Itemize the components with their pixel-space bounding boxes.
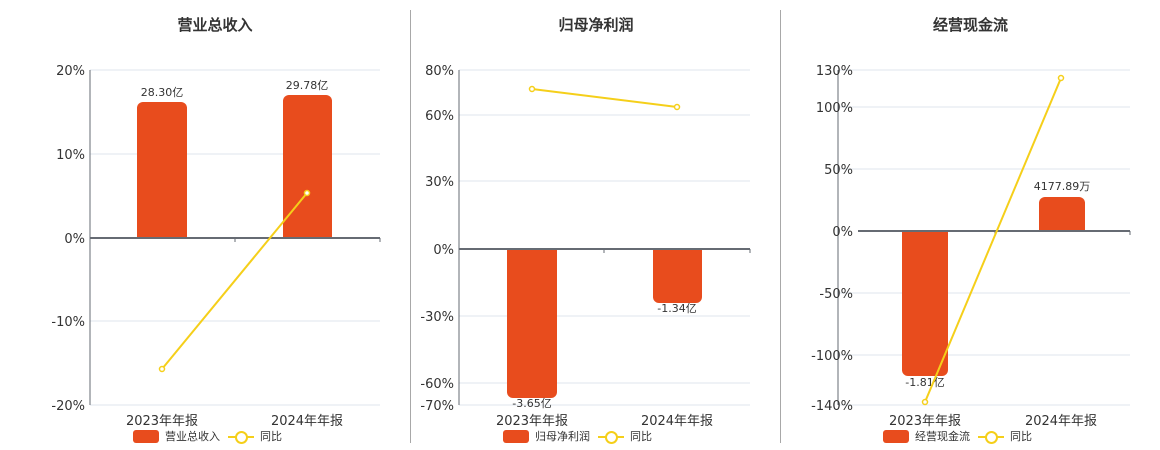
line-legend-icon [978, 430, 1004, 444]
bar-2023 [902, 231, 948, 376]
svg-text:2023年年报: 2023年年报 [496, 414, 568, 429]
legend-line-label: 同比 [260, 430, 282, 443]
bar-legend-swatch [503, 429, 529, 443]
svg-text:-10%: -10% [51, 315, 85, 330]
legend[interactable]: 营业总收入 同比 [133, 428, 282, 444]
svg-text:2023年年报: 2023年年报 [126, 414, 198, 429]
svg-text:2024年年报: 2024年年报 [1025, 414, 1097, 429]
legend-bar-label: 经营现金流 [915, 430, 970, 443]
bar-2024 [1039, 197, 1085, 231]
svg-text:-3.65亿: -3.65亿 [512, 397, 551, 410]
svg-text:-30%: -30% [420, 310, 454, 325]
panel-divider [780, 10, 781, 443]
chart-title: 归母净利润 [558, 16, 634, 34]
svg-text:-60%: -60% [420, 377, 454, 392]
bar-2023 [137, 102, 187, 238]
bar-2024 [283, 95, 332, 238]
svg-text:-20%: -20% [51, 399, 85, 414]
yoy-line [531, 88, 678, 108]
bar-2024 [653, 249, 702, 303]
panel-divider [410, 10, 411, 443]
bar-2023 [507, 249, 557, 398]
legend[interactable]: 经营现金流 同比 [883, 428, 1032, 444]
chart-title: 营业总收入 [177, 16, 253, 34]
svg-text:-70%: -70% [420, 399, 454, 414]
bar-legend-swatch [133, 429, 159, 443]
chart-panel-operating-cashflow: 经营现金流 130% 100% 50% 0% -50% -100% -140% … [781, 0, 1160, 450]
yoy-line [161, 192, 308, 370]
svg-text:2023年年报: 2023年年报 [889, 414, 961, 429]
chart-operating-cashflow: 130% 100% 50% 0% -50% -100% -140% -1.81亿… [811, 64, 1131, 429]
chart-panel-net-profit: 归母净利润 80% 60% 30% 0% -30% -60% -70% -3.6… [411, 0, 781, 450]
bar-legend-swatch [883, 429, 909, 443]
svg-text:100%: 100% [816, 101, 853, 116]
svg-text:2024年年报: 2024年年报 [271, 414, 343, 429]
chart-panel-revenue: 营业总收入 20% 10% 0% -10% -20% 28.30亿 29.78亿… [0, 0, 410, 450]
svg-text:130%: 130% [816, 64, 853, 79]
svg-text:0%: 0% [433, 243, 454, 258]
legend[interactable]: 归母净利润 同比 [503, 428, 652, 444]
chart-net-profit: 80% 60% 30% 0% -30% -60% -70% -3.65亿 -1.… [420, 64, 751, 429]
svg-text:-140%: -140% [811, 399, 853, 414]
legend-bar-label: 归母净利润 [535, 430, 590, 443]
chart-revenue: 20% 10% 0% -10% -20% 28.30亿 29.78亿 2023年… [51, 64, 381, 429]
svg-text:-1.34亿: -1.34亿 [657, 302, 696, 315]
svg-text:4177.89万: 4177.89万 [1034, 180, 1091, 193]
svg-text:0%: 0% [64, 232, 85, 247]
svg-text:-100%: -100% [811, 349, 853, 364]
svg-text:2024年年报: 2024年年报 [641, 414, 713, 429]
svg-text:0%: 0% [832, 225, 853, 240]
legend-bar-label: 营业总收入 [165, 430, 220, 443]
legend-line-label: 同比 [1010, 430, 1032, 443]
svg-text:-50%: -50% [819, 287, 853, 302]
svg-text:29.78亿: 29.78亿 [286, 79, 329, 92]
chart-title: 经营现金流 [932, 16, 1008, 34]
svg-text:10%: 10% [56, 148, 85, 163]
line-legend-icon [228, 430, 254, 444]
line-legend-icon [598, 430, 624, 444]
svg-text:20%: 20% [56, 64, 85, 79]
svg-text:80%: 80% [425, 64, 454, 79]
svg-text:-1.81亿: -1.81亿 [905, 376, 944, 389]
yoy-line [924, 77, 1062, 403]
legend-line-label: 同比 [630, 430, 652, 443]
svg-text:50%: 50% [824, 163, 853, 178]
svg-text:28.30亿: 28.30亿 [141, 86, 184, 99]
svg-text:60%: 60% [425, 109, 454, 124]
gridlines [90, 69, 380, 406]
svg-text:30%: 30% [425, 175, 454, 190]
